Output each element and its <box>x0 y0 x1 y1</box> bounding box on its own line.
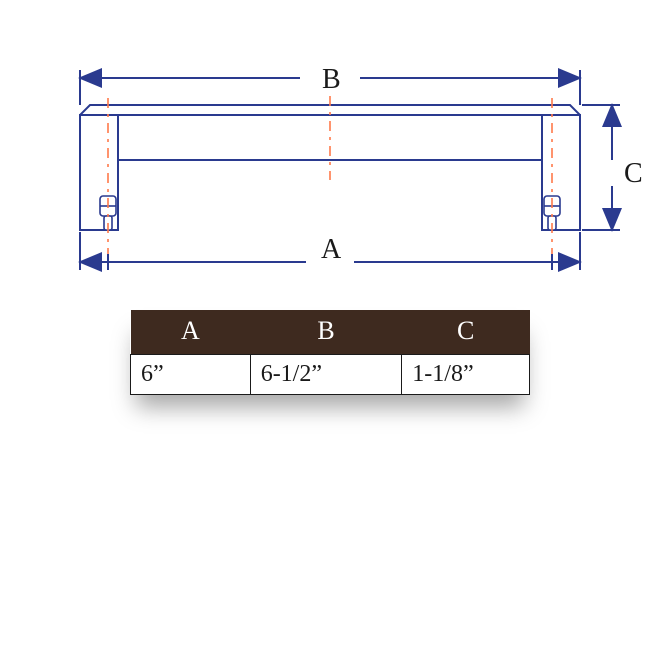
label-a: A <box>321 234 342 265</box>
cell-c: 1-1/8” <box>402 355 530 395</box>
label-b: B <box>322 64 341 95</box>
cell-a: 6” <box>131 355 251 395</box>
dimensions-table: A B C 6” 6-1/2” 1-1/8” <box>130 310 530 395</box>
col-header-a: A <box>131 310 251 355</box>
col-header-b: B <box>250 310 402 355</box>
label-c: C <box>624 158 643 189</box>
dimension-c: C <box>582 105 643 230</box>
col-header-c: C <box>402 310 530 355</box>
dimension-a: A <box>80 232 580 270</box>
cell-b: 6-1/2” <box>250 355 402 395</box>
table-row: 6” 6-1/2” 1-1/8” <box>131 355 530 395</box>
